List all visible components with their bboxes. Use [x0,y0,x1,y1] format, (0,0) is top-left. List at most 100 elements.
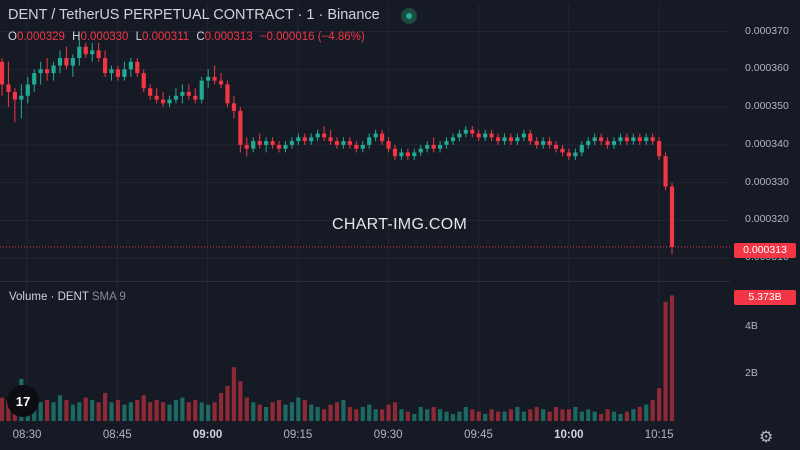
volume-bar [450,413,456,421]
candle-body [122,69,127,77]
candle [457,129,462,142]
open-value: 0.000329 [16,31,65,43]
volume-bar [611,411,617,421]
candle-body [180,92,185,96]
candle-body [437,144,443,149]
volume-bar [657,388,662,421]
candle-body [154,95,159,100]
candle [476,129,481,142]
volume-bar [77,402,82,421]
candle-body [90,50,95,55]
candle-body [32,73,37,85]
candle [128,58,133,77]
candle-body [25,84,30,96]
candle [605,137,610,149]
candle-body [276,144,282,149]
candle-body [431,144,436,149]
candle [19,84,24,119]
volume-bar [483,413,488,421]
candle [38,61,43,85]
candle [231,95,237,119]
volume-bar [289,402,294,421]
candle [386,137,391,153]
candle [244,137,249,157]
candle-body [541,141,546,145]
candle [592,133,597,145]
candle [508,133,514,145]
price-tick-label: 0.000330 [745,175,789,188]
candle-body [334,141,340,145]
candle [212,65,217,85]
candle [186,84,191,100]
volume-bar [534,406,539,421]
volume-bar [463,406,468,421]
candle-body [45,69,50,74]
volume-bar [199,402,204,421]
candle-body [553,144,559,149]
volume-bar [637,406,642,421]
candle-body [392,148,398,157]
candle [624,133,629,145]
candle [206,69,211,89]
candle-body [360,144,365,149]
volume-bar [386,404,391,421]
volume-bar [322,409,327,421]
volume-bar [160,402,166,421]
candle-body [425,144,430,149]
candle [399,148,404,160]
volume-bar [418,406,423,421]
tradingview-logo-icon[interactable]: 17 [7,385,39,417]
candle-body [534,141,539,145]
volume-bar [90,399,95,421]
candle-body [637,137,642,142]
candle [109,65,114,81]
volume-bar [425,409,430,421]
gear-icon[interactable]: ⚙ [759,429,774,446]
volume-bar [367,404,372,421]
candle-body [167,99,172,104]
candle-body [238,110,243,145]
volume-bar [508,409,514,421]
candle-body [57,58,63,66]
candle-body [644,137,649,142]
candle [566,148,572,160]
volume-bar [553,406,559,421]
candle [257,133,262,149]
candle [663,152,668,191]
volume-bar [354,409,359,421]
volume-sma-label: SMA 9 [91,291,126,303]
volume-bar [573,406,578,421]
volume-bar [541,409,546,421]
volume-bar [45,399,50,421]
candle-series [0,39,675,255]
candle-body [96,50,101,58]
candle-body [148,88,153,96]
volume-label: Volume · DENT [9,291,89,303]
candle [193,88,198,104]
candle [154,88,159,104]
volume-bar [70,404,75,421]
candle-body [341,141,346,145]
candle-body [657,141,662,157]
time-tick-label: 09:45 [464,429,493,441]
candle-body [12,92,17,100]
candle [276,141,282,153]
volume-bars [0,295,675,421]
candle-body [322,133,327,138]
candle [251,137,256,153]
candle [657,137,662,160]
candle-body [354,144,359,149]
candle [90,42,95,62]
price-tick-label: 0.000340 [745,137,789,150]
candle-body [386,141,391,149]
volume-bar [276,399,282,421]
candle [225,80,230,108]
volume-bar [109,402,114,421]
candle-body [663,156,668,187]
watermark: CHART-IMG.COM [332,216,468,233]
volume-bar [231,367,237,421]
candle [347,137,352,149]
candle [495,133,501,145]
volume-bar [225,385,230,421]
candle-body [302,137,307,142]
